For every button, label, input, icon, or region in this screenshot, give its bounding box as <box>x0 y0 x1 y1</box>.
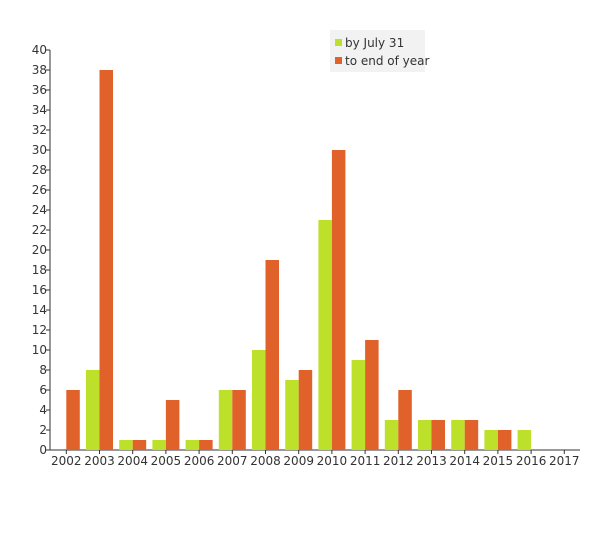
x-tick-label: 2015 <box>483 454 514 468</box>
bar-to-end-of-year-2002 <box>66 390 80 450</box>
legend: by July 31 to end of year <box>330 30 430 72</box>
x-tick-label: 2002 <box>51 454 82 468</box>
y-tick-label: 36 <box>32 83 47 97</box>
x-tick-label: 2010 <box>317 454 348 468</box>
legend-label: to end of year <box>345 54 430 68</box>
bar-to-end-of-year-2004 <box>132 440 147 450</box>
x-tick-label: 2013 <box>416 454 447 468</box>
x-tick-label: 2011 <box>350 454 381 468</box>
bar-to-end-of-year-2005 <box>165 400 180 450</box>
x-tick-label: 2004 <box>117 454 148 468</box>
x-tick-label: 2005 <box>151 454 182 468</box>
y-tick-label: 30 <box>32 143 47 157</box>
y-tick-label: 24 <box>32 203 47 217</box>
y-tick-label: 2 <box>39 423 47 437</box>
bar-by-july-31-2013 <box>418 420 432 450</box>
bar-to-end-of-year-2009 <box>298 370 313 450</box>
bar-to-end-of-year-2011 <box>365 340 379 450</box>
y-tick-label: 34 <box>32 103 47 117</box>
bar-by-july-31-2014 <box>451 420 465 450</box>
x-tick-label: 2006 <box>184 454 215 468</box>
y-tick-label: 38 <box>32 63 47 77</box>
bar-to-end-of-year-2010 <box>331 150 346 450</box>
bar-by-july-31-2015 <box>484 430 498 450</box>
legend-swatch <box>335 39 342 46</box>
y-tick-label: 32 <box>32 123 47 137</box>
y-tick-label: 40 <box>32 43 47 57</box>
bar-to-end-of-year-2003 <box>99 70 113 450</box>
y-tick-label: 18 <box>32 263 47 277</box>
y-tick-label: 16 <box>32 283 47 297</box>
legend-label: by July 31 <box>345 36 404 50</box>
bar-by-july-31-2010 <box>318 220 332 450</box>
bar-to-end-of-year-2008 <box>265 260 279 450</box>
bar-by-july-31-2016 <box>517 430 532 450</box>
y-tick-label: 28 <box>32 163 47 177</box>
legend-swatch <box>335 57 342 64</box>
y-tick-label: 0 <box>39 443 47 457</box>
y-tick-label: 8 <box>39 363 47 377</box>
x-tick-label: 2012 <box>383 454 414 468</box>
bar-to-end-of-year-2015 <box>497 430 512 450</box>
y-tick-label: 4 <box>39 403 47 417</box>
bar-by-july-31-2007 <box>218 390 233 450</box>
x-tick-label: 2014 <box>449 454 480 468</box>
x-tick-label: 2008 <box>250 454 281 468</box>
x-tick-label: 2016 <box>516 454 547 468</box>
y-tick-label: 22 <box>32 223 47 237</box>
bar-by-july-31-2004 <box>119 440 133 450</box>
y-tick-label: 10 <box>32 343 47 357</box>
y-tick-label: 26 <box>32 183 47 197</box>
bar-to-end-of-year-2007 <box>232 390 246 450</box>
bar-by-july-31-2011 <box>351 360 366 450</box>
bar-by-july-31-2012 <box>384 420 399 450</box>
bar-by-july-31-2006 <box>185 440 200 450</box>
bar-by-july-31-2003 <box>86 370 100 450</box>
bar-to-end-of-year-2014 <box>464 420 479 450</box>
x-tick-label: 2007 <box>217 454 248 468</box>
bar-to-end-of-year-2006 <box>199 440 213 450</box>
bar-by-july-31-2005 <box>152 440 166 450</box>
x-tick-label: 2009 <box>283 454 314 468</box>
bar-to-end-of-year-2012 <box>398 390 412 450</box>
bars <box>66 70 532 450</box>
bar-to-end-of-year-2013 <box>431 420 445 450</box>
legend-box <box>330 30 425 72</box>
bar-by-july-31-2009 <box>285 380 299 450</box>
x-axis: 2002 2003 2004 2005 2006 2007 2008 2009 2010 2011… <box>50 449 580 468</box>
bar-by-july-31-2008 <box>252 350 266 450</box>
x-tick-label: 2017 <box>549 454 580 468</box>
x-tick-label: 2003 <box>84 454 115 468</box>
y-tick-label: 6 <box>39 383 47 397</box>
y-tick-label: 14 <box>32 303 47 317</box>
y-tick-label: 12 <box>32 323 47 337</box>
y-tick-label: 20 <box>32 243 47 257</box>
